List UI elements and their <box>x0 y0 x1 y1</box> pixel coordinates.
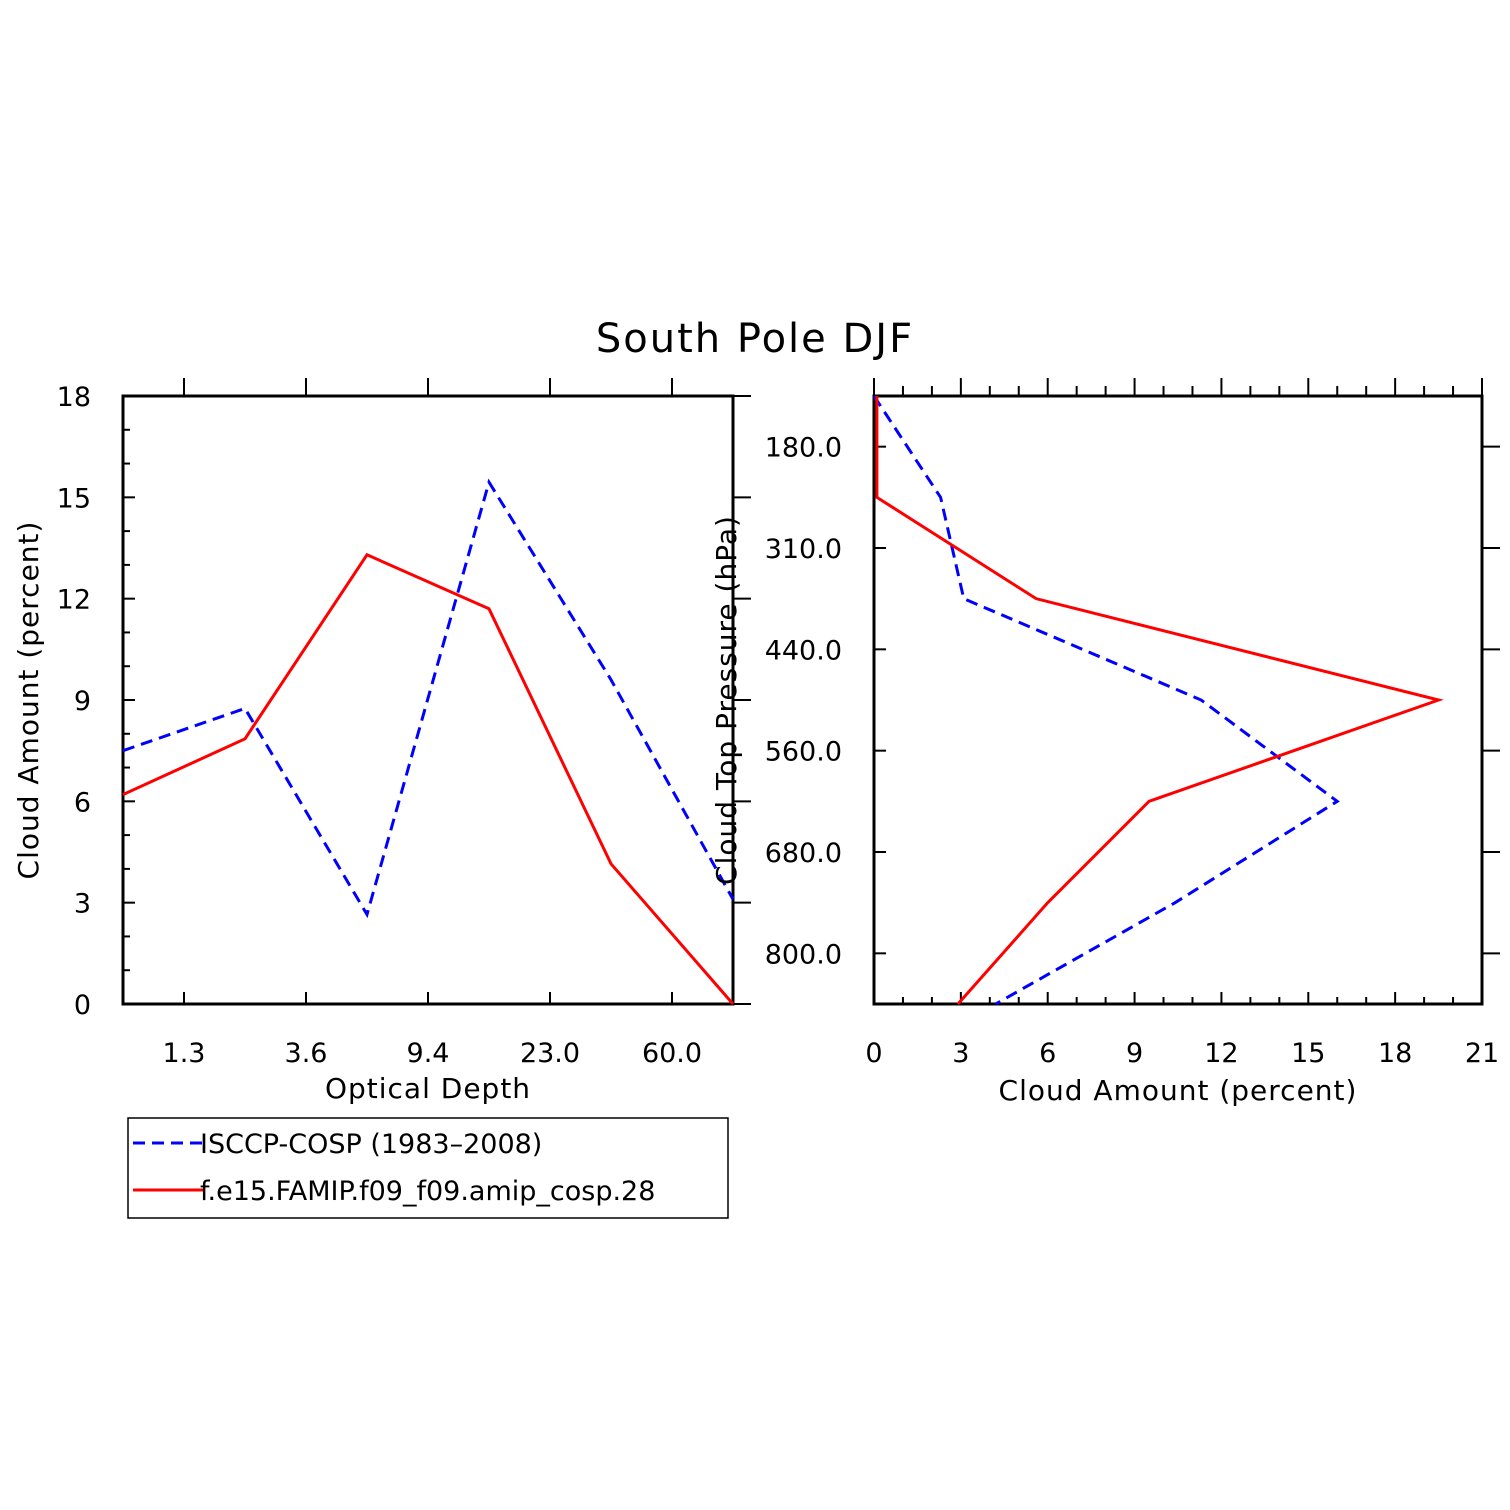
left-x-tick-label: 1.3 <box>163 1038 206 1069</box>
right-x-tick-label: 3 <box>952 1038 969 1069</box>
right-x-tick-label: 15 <box>1291 1038 1325 1069</box>
left-axis-ticks <box>123 378 751 1005</box>
legend: ISCCP-COSP (1983–2008) f.e15.FAMIP.f09_f… <box>127 1117 729 1219</box>
left-y-tick-label: 9 <box>74 686 91 717</box>
left-y-tick-label: 12 <box>57 585 91 616</box>
left-series-lines <box>122 478 735 1005</box>
right-y-tick-label: 800.0 <box>765 939 842 970</box>
left-x-axis-label: Optical Depth <box>325 1072 531 1105</box>
optical-depth-panel: 0 3 6 9 12 15 18 1.3 3.6 9.4 23.0 60.0 Optical Dep… <box>12 378 751 1105</box>
left-y-tick-label: 0 <box>74 990 91 1021</box>
right-y-tick-label: 310.0 <box>765 534 842 565</box>
left-y-tick-label: 3 <box>74 889 91 920</box>
right-x-tick-label: 6 <box>1039 1038 1056 1069</box>
right-x-tick-label: 18 <box>1378 1038 1412 1069</box>
legend-label-famip: f.e15.FAMIP.f09_f09.amip_cosp.28 <box>200 1176 655 1207</box>
left-y-tick-label: 6 <box>74 787 91 818</box>
right-y-tick-labels: 180.0 310.0 440.0 560.0 680.0 800.0 <box>765 433 842 971</box>
left-series-famip <box>122 552 735 1005</box>
left-series-isccp <box>122 478 735 919</box>
right-y-tick-label: 440.0 <box>765 635 842 666</box>
left-y-tick-label: 18 <box>57 382 91 413</box>
right-axis-ticks <box>873 378 1500 1004</box>
left-x-tick-label: 60.0 <box>642 1038 702 1069</box>
right-series-isccp <box>872 395 1340 1006</box>
left-x-tick-label: 3.6 <box>285 1038 328 1069</box>
right-x-tick-label: 0 <box>865 1038 882 1069</box>
right-x-tick-labels: 0 3 6 9 12 15 18 21 <box>865 1038 1499 1069</box>
cloud-top-pressure-panel: 180.0 310.0 440.0 560.0 680.0 800.0 0 3 6 9 12 15 1… <box>710 378 1500 1107</box>
left-x-tick-label: 9.4 <box>407 1038 450 1069</box>
left-y-tick-label: 15 <box>57 483 91 514</box>
left-x-tick-label: 23.0 <box>520 1038 580 1069</box>
right-x-axis-label: Cloud Amount (percent) <box>999 1074 1358 1107</box>
left-y-axis-label: Cloud Amount (percent) <box>12 521 45 880</box>
figure-title: South Pole DJF <box>596 316 914 362</box>
right-y-axis-label: Cloud Top Pressure (hPa) <box>710 515 743 885</box>
right-y-tick-label: 680.0 <box>765 838 842 869</box>
legend-box <box>127 1117 729 1219</box>
right-x-tick-label: 21 <box>1465 1038 1499 1069</box>
left-x-tick-labels: 1.3 3.6 9.4 23.0 60.0 <box>163 1038 703 1069</box>
left-y-tick-labels: 0 3 6 9 12 15 18 <box>57 382 91 1021</box>
right-y-tick-label: 560.0 <box>765 737 842 768</box>
right-plot-frame <box>872 394 1484 1006</box>
right-x-tick-label: 12 <box>1204 1038 1238 1069</box>
legend-label-isccp: ISCCP-COSP (1983–2008) <box>200 1129 542 1160</box>
right-x-tick-label: 9 <box>1126 1038 1143 1069</box>
right-y-tick-label: 180.0 <box>765 433 842 464</box>
right-series-lines <box>872 395 1444 1006</box>
right-series-famip <box>875 396 1444 1005</box>
